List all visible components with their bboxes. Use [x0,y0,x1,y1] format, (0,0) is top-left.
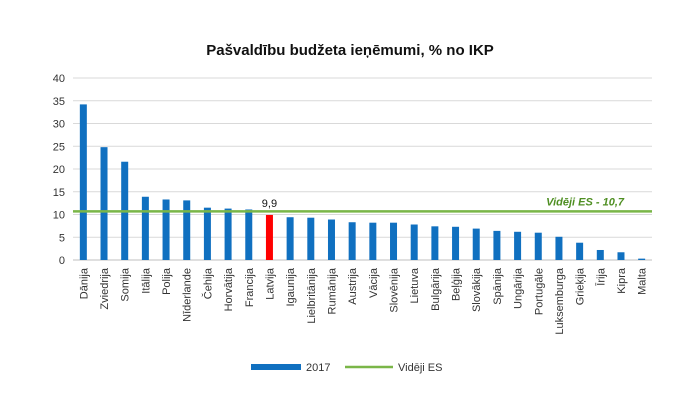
x-tick-label: Beļģija [450,267,463,301]
bar-16 [390,222,398,260]
bar-19 [452,226,460,260]
x-tick-label: Nīderlande [182,268,194,322]
y-tick-label: 0 [59,255,65,267]
legend-label-2017: 2017 [306,362,330,374]
bar-17 [410,224,418,260]
x-tick-label: Čehija [201,267,214,299]
bar-24 [555,236,563,260]
x-tick-label: Latvija [264,267,276,300]
x-tick-label: Francija [244,267,256,307]
bar-12 [307,217,315,260]
average-line-group: Vidēji ES - 10,7 [73,196,652,213]
grid-lines [73,77,652,261]
x-tick-label: Luksemburga [554,267,566,335]
bar-18 [431,226,439,260]
x-tick-label: Ungārija [513,267,525,309]
x-tick-label: Malta [637,267,649,295]
bar-1 [79,104,87,260]
bar-21 [493,230,501,260]
x-tick-label: Zviedrija [99,267,111,309]
y-tick-label: 20 [53,164,65,176]
y-tick-label: 35 [53,96,65,108]
bar-4 [141,196,149,260]
x-tick-label: Slovākija [471,267,483,312]
bar-15 [369,222,377,260]
x-tick-label: Grieķija [575,267,587,305]
x-tick-label: Polija [161,267,173,295]
x-tick-label: Slovēnija [389,267,401,313]
x-tick-label: Somija [120,267,132,302]
bar-6 [183,200,191,260]
bar-9 [245,209,253,260]
x-tick-label: Kipra [616,267,628,294]
x-tick-label: Spānija [492,267,504,305]
category-labels: Dānija Zviedrija Somija Itālija Polija Nīderl… [78,267,648,335]
bar-7 [203,207,211,260]
y-tick-label: 40 [53,73,65,85]
bar-25 [576,242,584,260]
y-tick-label: 10 [53,210,65,222]
x-tick-label: Dānija [78,267,90,299]
bar-26 [596,249,604,260]
bar-2 [100,147,108,260]
y-tick-label: 25 [53,141,65,153]
x-tick-label: Vācija [368,267,380,298]
bar-22 [514,231,522,260]
y-axis-ticks: 0 5 10 15 20 25 30 35 40 [53,73,65,267]
x-tick-label: Rumānija [326,267,338,314]
bar-23 [534,232,542,260]
y-tick-label: 30 [53,119,65,131]
bar-27 [617,252,625,260]
bar-28 [638,258,646,260]
bar-5 [162,199,170,260]
bar-14 [348,222,356,260]
bar-13 [327,219,335,260]
x-tick-label: Lietuva [409,267,421,303]
bar-11 [286,217,294,260]
x-tick-label: Itālija [140,267,152,294]
bar-20 [472,228,480,260]
x-tick-label: Lielbritānija [306,267,318,324]
bars [79,104,646,260]
y-tick-label: 5 [59,232,65,244]
x-tick-label: Bulgārija [430,267,442,311]
legend-swatch-2017 [251,364,301,370]
chart-title: Pašvaldību budžeta ieņēmumi, % no IKP [206,42,494,59]
bar-8 [224,208,232,260]
latvija-value-label: 9,9 [262,198,277,210]
x-tick-label: Igaunija [285,267,297,306]
x-tick-label: Īrija [595,267,607,286]
legend: 2017 Vidēji ES [251,362,442,374]
x-tick-label: Portugāle [533,268,545,315]
bar-10 [265,214,273,260]
average-line-label: Vidēji ES - 10,7 [546,196,625,208]
legend-label-average: Vidēji ES [398,362,442,374]
x-tick-label: Austrija [347,267,359,305]
x-tick-label: Horvātija [223,267,235,311]
y-tick-label: 15 [53,187,65,199]
